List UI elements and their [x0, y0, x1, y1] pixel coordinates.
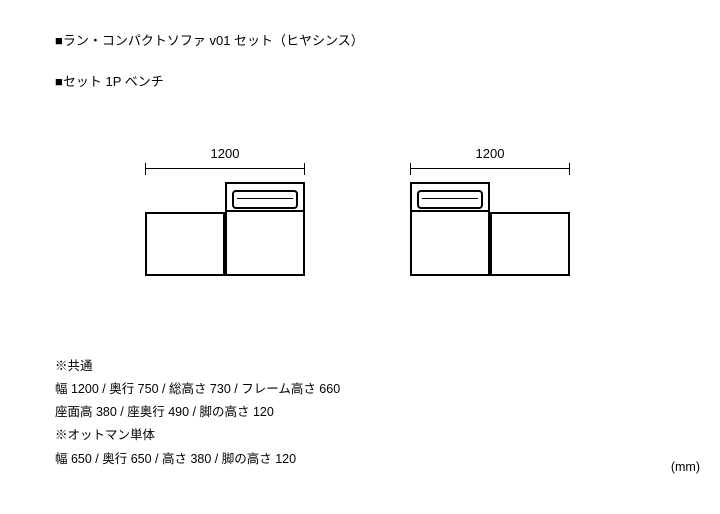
ottoman-shape: [145, 212, 225, 276]
ottoman-shape: [490, 212, 570, 276]
width-value: 1200: [410, 146, 570, 161]
specifications: ※共通 幅 1200 / 奥行 750 / 総高さ 730 / フレーム高さ 6…: [55, 355, 340, 471]
set-title: ■セット 1P ベンチ: [55, 71, 364, 90]
spec-ottoman-heading: ※オットマン単体: [55, 424, 340, 447]
unit-label: (mm): [671, 460, 700, 474]
sofa-shape: [225, 182, 305, 276]
width-dimension: 1200: [410, 150, 570, 176]
spec-common-heading: ※共通: [55, 355, 340, 378]
diagram-area: 1200 1200: [0, 150, 720, 310]
product-title: ■ラン・コンパクトソファ v01 セット（ヒヤシンス）: [55, 30, 364, 49]
spec-line: 幅 650 / 奥行 650 / 高さ 380 / 脚の高さ 120: [55, 448, 340, 471]
spec-line: 座面高 380 / 座奥行 490 / 脚の高さ 120: [55, 401, 340, 424]
width-value: 1200: [145, 146, 305, 161]
sofa-shape: [410, 182, 490, 276]
spec-line: 幅 1200 / 奥行 750 / 総高さ 730 / フレーム高さ 660: [55, 378, 340, 401]
width-dimension: 1200: [145, 150, 305, 176]
